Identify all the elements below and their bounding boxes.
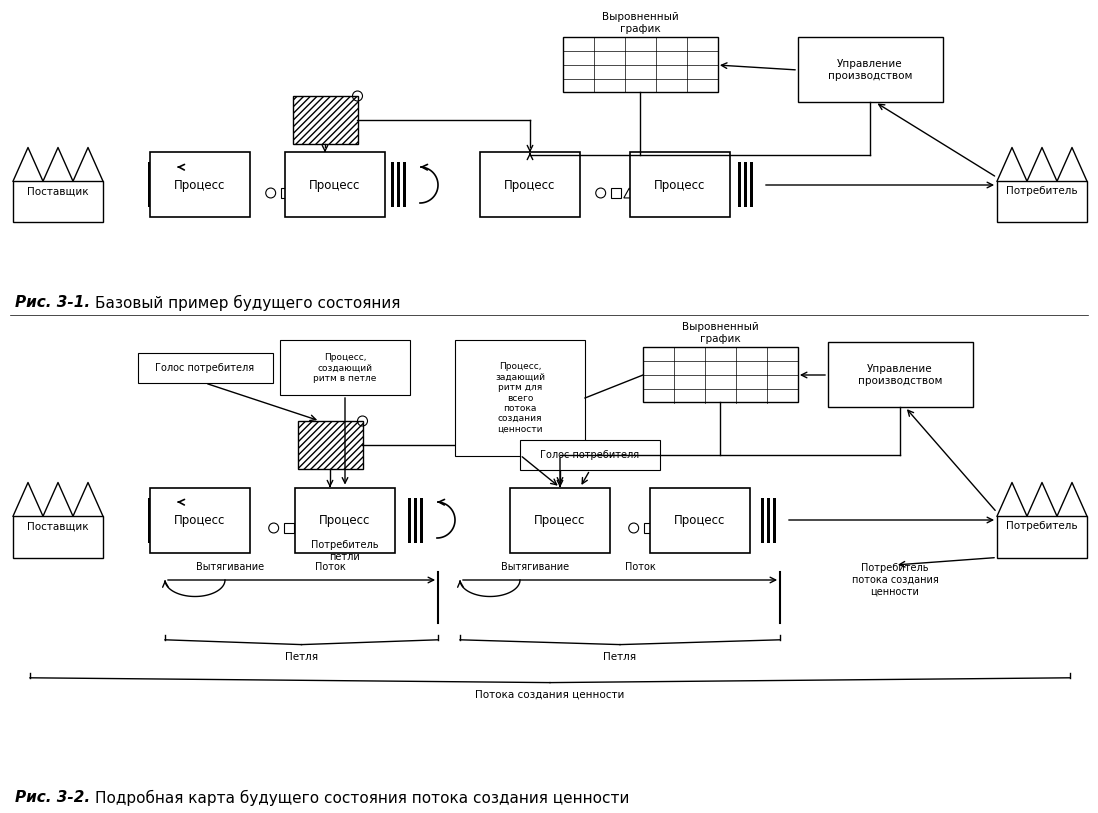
Bar [13,181,103,223]
Text: Голос потребителя: Голос потребителя [540,450,639,460]
Text: Управление
производством: Управление производством [828,59,912,80]
Text: Вытягивание: Вытягивание [501,562,569,572]
Bar [630,153,730,218]
Text: Рис. 3-1.: Рис. 3-1. [15,295,90,310]
Text: Базовый пример будущего состояния: Базовый пример будущего состояния [96,295,401,311]
Bar [743,163,747,207]
Text: Процесс: Процесс [674,514,726,527]
Bar [997,516,1087,558]
Bar [480,153,580,218]
Text: Процесс: Процесс [175,514,226,527]
Bar [154,163,157,207]
Text: Потребитель: Потребитель [1006,521,1078,531]
Bar [455,341,585,455]
Bar [738,163,740,207]
Text: Выровненный
график: Выровненный график [682,322,759,344]
Bar [396,163,400,207]
Bar [283,523,293,533]
Text: Процесс: Процесс [535,514,585,527]
Text: Процесс: Процесс [504,179,556,192]
Text: Управление
производством: Управление производством [858,364,942,386]
Text: Поток: Поток [625,562,656,572]
Text: Поставщик: Поставщик [27,521,89,531]
Text: Процесс: Процесс [654,179,706,192]
Bar [643,523,653,533]
Bar [280,341,410,395]
Bar [773,498,775,542]
Bar [828,342,973,407]
Text: Процесс: Процесс [175,179,226,192]
Bar [292,96,358,144]
Bar [761,498,763,542]
Text: Потребитель
потока создания
ценности: Потребитель потока создания ценности [852,563,939,597]
Text: Потребитель: Потребитель [1006,186,1078,196]
Text: Подробная карта будущего состояния потока создания ценности: Подробная карта будущего состояния поток… [96,790,629,806]
Bar [509,488,610,553]
Bar [797,37,942,102]
Bar [150,488,250,553]
Bar [137,353,272,383]
Text: Голос потребителя: Голос потребителя [156,363,255,373]
Bar [281,188,291,198]
Text: Петля: Петля [285,652,318,662]
Bar [407,498,411,542]
Bar [766,498,770,542]
Bar [562,37,717,93]
Bar [997,181,1087,223]
Bar [403,163,405,207]
Text: Процесс: Процесс [310,179,360,192]
Bar [154,498,157,542]
Bar [650,488,750,553]
Bar [285,153,385,218]
Bar [520,440,660,470]
Bar [295,488,395,553]
Text: Процесс,
задающий
ритм для
всего
потока
создания
ценности: Процесс, задающий ритм для всего потока … [495,363,545,433]
Bar [147,163,150,207]
Text: Рис. 3-2.: Рис. 3-2. [15,790,90,805]
Bar [298,421,362,469]
Bar [147,498,150,542]
Bar [150,153,250,218]
Text: Поставщик: Поставщик [27,186,89,196]
Text: Потока создания ценности: Потока создания ценности [475,690,625,700]
Bar [13,516,103,558]
Text: Процесс,
создающий
ритм в петле: Процесс, создающий ритм в петле [313,353,377,383]
Text: Процесс: Процесс [320,514,371,527]
Text: Выровненный
график: Выровненный график [602,12,679,33]
Bar [642,347,797,402]
Text: Потребитель
петли: Потребитель петли [311,541,379,562]
Bar [419,498,423,542]
Bar [750,163,752,207]
Bar [159,498,163,542]
Bar [159,163,163,207]
Bar [391,163,393,207]
Text: Поток: Поток [315,562,346,572]
Bar [610,188,620,198]
Bar [414,498,416,542]
Text: Петля: Петля [604,652,637,662]
Text: Вытягивание: Вытягивание [195,562,264,572]
